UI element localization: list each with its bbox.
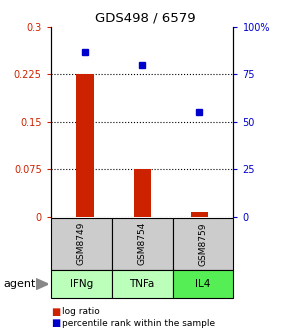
Text: TNFa: TNFa: [129, 279, 155, 289]
Text: GDS498 / 6579: GDS498 / 6579: [95, 12, 195, 25]
Polygon shape: [36, 279, 48, 290]
Bar: [191, 212, 208, 217]
Text: GSM8754: GSM8754: [137, 222, 147, 265]
Text: log ratio: log ratio: [62, 307, 100, 316]
Text: ■: ■: [51, 307, 60, 317]
Bar: [77, 74, 94, 217]
Text: GSM8759: GSM8759: [198, 222, 208, 265]
Text: percentile rank within the sample: percentile rank within the sample: [62, 319, 215, 328]
Text: GSM8749: GSM8749: [77, 222, 86, 265]
Text: agent: agent: [3, 279, 35, 289]
Text: IL4: IL4: [195, 279, 211, 289]
Bar: [133, 169, 151, 217]
Text: IFNg: IFNg: [70, 279, 93, 289]
Text: ■: ■: [51, 318, 60, 328]
